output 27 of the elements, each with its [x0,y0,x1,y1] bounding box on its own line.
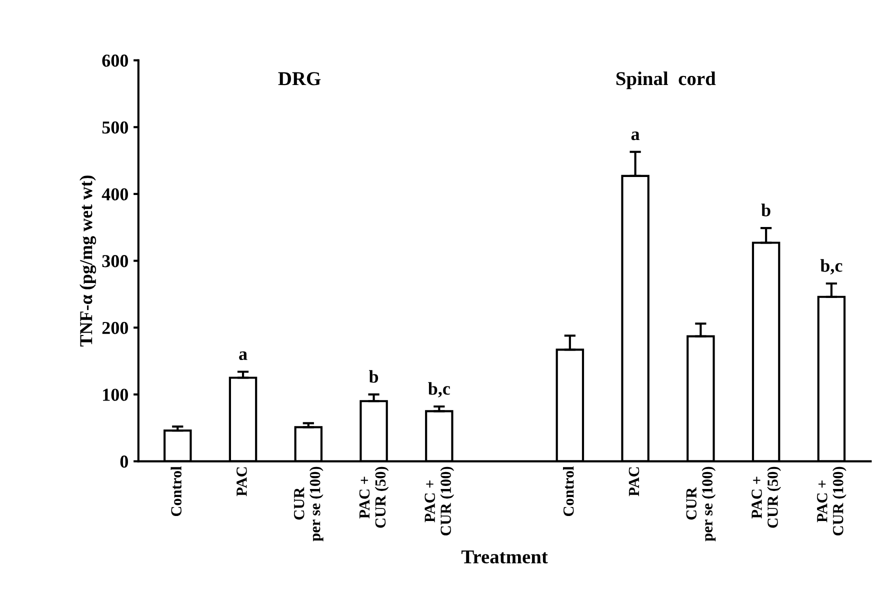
data-label: b [368,370,378,383]
data-label: b [761,204,770,216]
y-tick-label: 200 [102,322,128,334]
y-tick-label: 600 [102,54,128,67]
y-axis-title: TNF-α (pg/mg wet wt) [80,176,96,347]
x-tick-label: PAC + CUR (50) [752,466,781,528]
data-label: a [631,132,640,140]
x-tick-label: PAC [236,467,247,496]
data-label: a [239,351,248,360]
x-tick-label: CUR per se (100) [294,466,324,542]
annotation: Spinal cord [616,72,716,90]
x-tick-label: PAC [628,467,640,496]
y-tick-label: 400 [102,188,128,200]
x-tick-label: Control [170,466,182,516]
data-label: b,c [428,382,450,398]
annotation: DRG [278,72,321,86]
x-tick-label: CUR per se (100) [686,466,716,542]
y-tick-label: 0 [120,456,128,468]
y-tick-label: 100 [103,388,128,401]
y-tick-label: 500 [102,121,128,134]
x-axis-title: Treatment [461,550,548,564]
x-tick-label: PAC + CUR (50) [359,466,389,528]
x-tick-label: PAC + CUR (100) [424,466,454,536]
x-tick-label: PAC + CUR (100) [817,466,846,536]
y-tick-label: 300 [102,255,128,268]
data-label: b,c [820,259,842,274]
x-tick-label: Control [563,466,574,516]
